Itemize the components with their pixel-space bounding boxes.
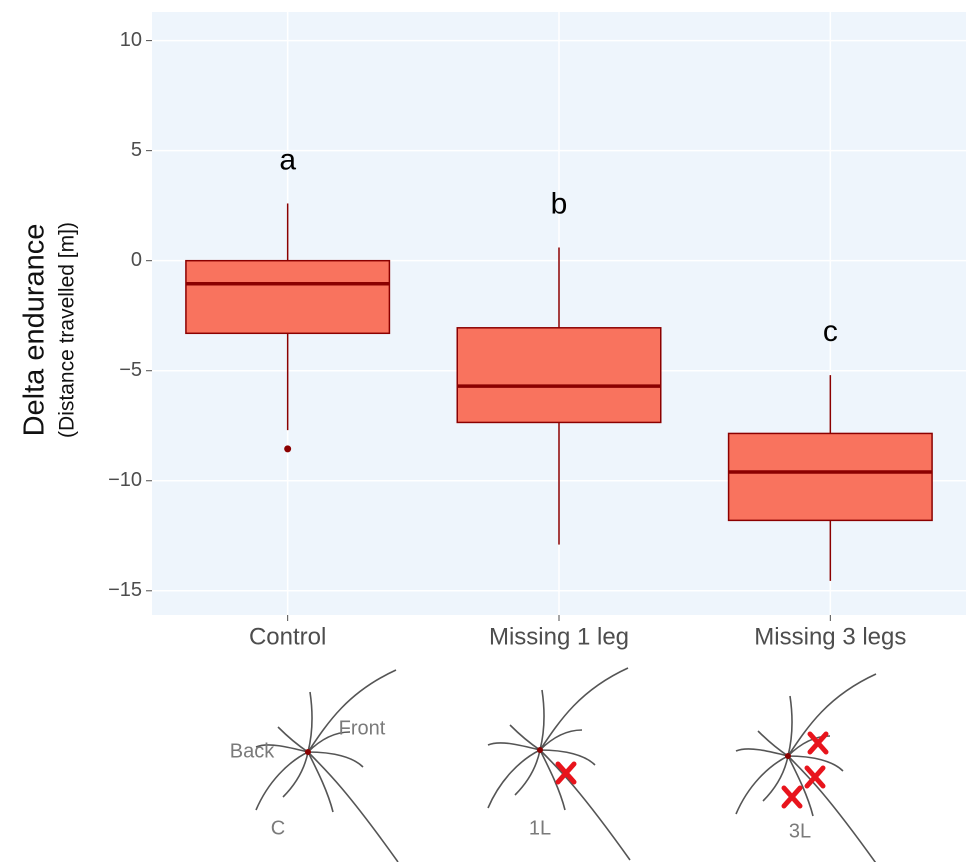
y-tick-label: −10 — [108, 469, 142, 491]
x-tick-label: Missing 1 leg — [489, 623, 629, 650]
y-tick-label: −15 — [108, 579, 142, 601]
annotation: b — [551, 187, 568, 220]
annotation: a — [279, 143, 296, 176]
y-tick-label: 5 — [131, 139, 142, 161]
y-axis-sublabel: (Distance travelled [m]) — [56, 222, 79, 438]
y-tick-label: 10 — [120, 29, 142, 51]
sketch-label: 1L — [529, 817, 551, 839]
y-axis-label: Delta endurance — [19, 224, 51, 437]
sketch-label: Front — [339, 717, 386, 739]
outlier — [284, 445, 291, 452]
y-tick-label: 0 — [131, 249, 142, 271]
sketch-label: C — [271, 817, 285, 839]
sketch-label: 3L — [789, 820, 811, 842]
box — [729, 433, 933, 520]
y-tick-label: −5 — [119, 359, 142, 381]
chart: Delta endurance (Distance travelled [m])… — [0, 0, 966, 862]
box — [186, 261, 390, 334]
x-tick-label: Control — [249, 623, 326, 650]
x-tick-label: Missing 3 legs — [754, 623, 906, 650]
annotation: c — [823, 315, 838, 348]
box — [457, 328, 661, 423]
sketch-1l — [488, 668, 630, 860]
sketch-label: Back — [230, 740, 275, 762]
